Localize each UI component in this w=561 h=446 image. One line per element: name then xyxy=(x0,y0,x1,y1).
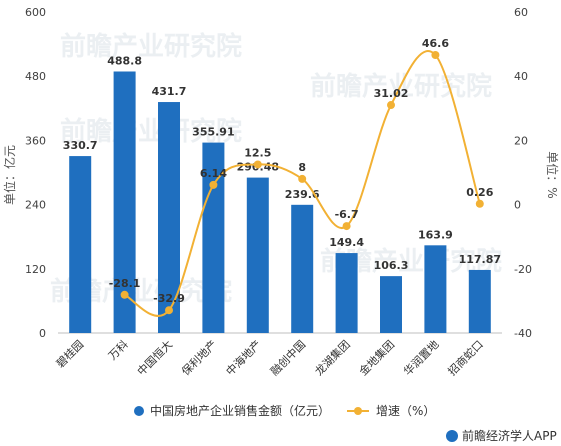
growth-point xyxy=(209,180,218,189)
watermark: 前瞻产业研究院 xyxy=(60,116,242,147)
bar xyxy=(424,245,447,333)
y-left-axis-label: 单位：亿元 xyxy=(2,145,17,205)
x-tick-label: 保利地产 xyxy=(179,337,220,378)
growth-value-label: 12.5 xyxy=(244,146,271,159)
bar-value-label: 330.7 xyxy=(63,139,98,152)
bar-value-label: 431.7 xyxy=(152,85,187,98)
y-left-tick-label: 120 xyxy=(25,263,46,276)
source-logo-icon xyxy=(446,430,458,442)
x-tick-label: 碧桂园 xyxy=(53,337,86,370)
y-right-tick-label: -20 xyxy=(514,263,532,276)
y-right-axis-label: 单位：% xyxy=(545,151,560,198)
y-right-tick-label: 0 xyxy=(514,199,521,212)
x-tick-label: 中海地产 xyxy=(223,337,264,378)
bar-value-label: 117.87 xyxy=(459,253,501,266)
bar xyxy=(246,177,269,333)
y-left-tick-label: 360 xyxy=(25,134,46,147)
growth-value-label: -32.9 xyxy=(153,292,185,305)
bar xyxy=(158,102,180,333)
y-left-tick-label: 0 xyxy=(39,327,46,340)
source-credit: 前瞻经济学人APP xyxy=(446,428,557,443)
x-tick-label: 融创中国 xyxy=(268,338,308,378)
bar-value-label: 106.3 xyxy=(374,259,409,272)
growth-value-label: -6.7 xyxy=(335,208,359,221)
growth-point xyxy=(387,101,395,110)
x-tick-label: 金地集团 xyxy=(356,337,397,378)
y-right-tick-label: 40 xyxy=(514,70,528,83)
growth-point xyxy=(120,290,129,299)
y-left-tick-label: 600 xyxy=(25,6,46,19)
x-tick-label: 招商蛇口 xyxy=(445,337,486,378)
y-right-tick-label: -40 xyxy=(514,327,532,340)
growth-value-label: 31.02 xyxy=(374,87,409,100)
legend: 中国房地产企业销售金额（亿元） 增速（%） xyxy=(134,403,435,418)
legend-line-label: 增速（%） xyxy=(376,404,435,418)
x-tick-label: 中国恒大 xyxy=(134,337,175,378)
bar xyxy=(335,253,358,333)
watermark: 前瞻产业研究院 xyxy=(60,31,242,62)
y-left-tick-label: 240 xyxy=(25,199,46,212)
growth-point xyxy=(475,199,484,208)
growth-value-label: 8 xyxy=(298,161,306,174)
bar xyxy=(113,71,136,333)
x-tick-label: 龙湖集团 xyxy=(312,337,353,378)
bar xyxy=(468,269,491,333)
growth-point xyxy=(431,51,440,60)
bar xyxy=(380,276,402,333)
growth-point xyxy=(298,174,307,183)
x-tick-label: 华润置地 xyxy=(401,337,442,378)
growth-value-label: 46.6 xyxy=(422,37,449,50)
x-tick-label: 万科 xyxy=(105,337,130,362)
y-left-tick-label: 480 xyxy=(25,70,46,83)
source-text: 前瞻经济学人APP xyxy=(462,428,557,443)
growth-value-label: 6.14 xyxy=(200,167,227,180)
growth-point xyxy=(342,222,351,231)
bar-value-label: 163.9 xyxy=(418,228,453,241)
y-right-tick-label: 20 xyxy=(514,134,528,147)
growth-point xyxy=(253,160,262,169)
bar xyxy=(69,156,92,333)
bar-value-label: 355.91 xyxy=(192,126,234,139)
bar xyxy=(202,142,225,333)
growth-value-label: -28.1 xyxy=(109,277,141,290)
bar-value-label: 488.8 xyxy=(107,54,142,67)
legend-bar-marker xyxy=(134,406,144,416)
bar xyxy=(291,204,314,333)
legend-bar-label: 中国房地产企业销售金额（亿元） xyxy=(150,403,330,418)
bar-value-label: 149.4 xyxy=(329,236,364,249)
growth-point xyxy=(165,306,173,315)
legend-line-marker xyxy=(354,407,362,415)
y-right-tick-label: 60 xyxy=(514,6,528,19)
growth-value-label: 0.26 xyxy=(466,186,493,199)
